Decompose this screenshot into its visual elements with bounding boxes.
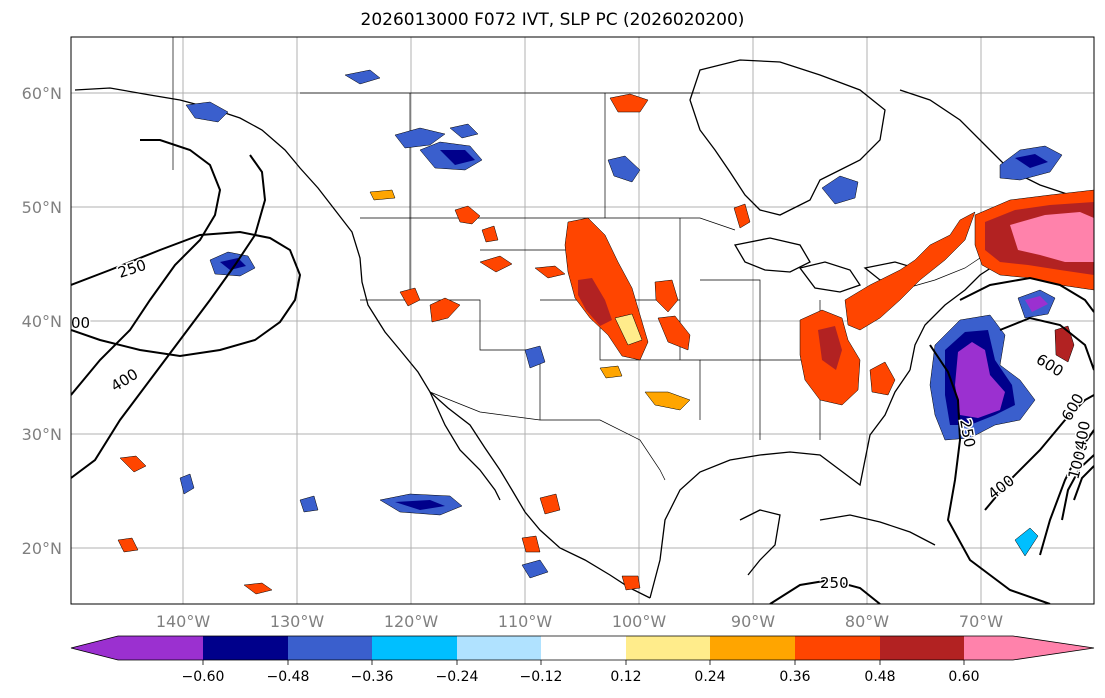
coastlines (74, 59, 1094, 599)
colorbar-tick: 0.60 (948, 669, 979, 685)
contour-label: 00 (71, 314, 90, 332)
plot-frame (70, 36, 1095, 605)
lat-label: 60°N (22, 84, 62, 103)
slp-contours (71, 139, 1094, 604)
colorbar-segment (457, 636, 541, 660)
lon-label: 80°W (845, 612, 889, 631)
colorbar-tick: −0.48 (267, 669, 310, 685)
colorbar-tick: −0.36 (351, 669, 394, 685)
colorbar-segment (71, 636, 118, 660)
lon-label: 70°W (959, 612, 1003, 631)
lat-label: 50°N (22, 198, 62, 217)
colorbar-tick: 0.48 (864, 669, 895, 685)
map-title: 2026013000 F072 IVT, SLP PC (2026020200) (360, 10, 745, 30)
lon-label: 130°W (270, 612, 325, 631)
colorbar-segment (203, 636, 288, 660)
colorbar-segment (795, 636, 880, 660)
colorbar-segment (1013, 636, 1094, 660)
colorbar-segment (626, 636, 710, 660)
colorbar: −0.60 −0.48 −0.36 −0.24 −0.12 0.12 0.24 … (70, 635, 1095, 685)
lat-label: 40°N (22, 312, 62, 331)
colorbar-tick: 0.12 (610, 669, 641, 685)
contour-label: 250 (820, 574, 849, 592)
colorbar-segment (964, 636, 1013, 660)
colorbar-tick: 0.24 (694, 669, 725, 685)
colorbar-tick: 0.36 (779, 669, 810, 685)
lon-label: 90°W (731, 612, 775, 631)
colorbar-tick: −0.24 (436, 669, 479, 685)
positive-ivt-anomalies (117, 93, 1094, 595)
colorbar-segment (372, 636, 457, 660)
lon-label: 110°W (498, 612, 553, 631)
colorbar-segment (118, 636, 203, 660)
colorbar-tick: −0.12 (520, 669, 563, 685)
latitude-labels: 60°N 50°N 40°N 30°N 20°N (22, 84, 62, 558)
lon-label: 120°W (384, 612, 439, 631)
lat-label: 20°N (22, 539, 62, 558)
lon-label: 100°W (612, 612, 667, 631)
colorbar-segment (541, 636, 626, 660)
colorbar-tick: −0.60 (182, 669, 225, 685)
colorbar-segment (880, 636, 964, 660)
colorbar-segment (288, 636, 372, 660)
lat-label: 30°N (22, 425, 62, 444)
longitude-labels: 140°W 130°W 120°W 110°W 100°W 90°W 80°W … (156, 612, 1003, 631)
colorbar-segment (710, 636, 795, 660)
lon-label: 140°W (156, 612, 211, 631)
negative-ivt-anomalies (179, 69, 1063, 579)
